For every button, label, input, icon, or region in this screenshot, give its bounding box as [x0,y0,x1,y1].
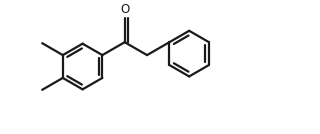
Text: O: O [120,3,129,16]
